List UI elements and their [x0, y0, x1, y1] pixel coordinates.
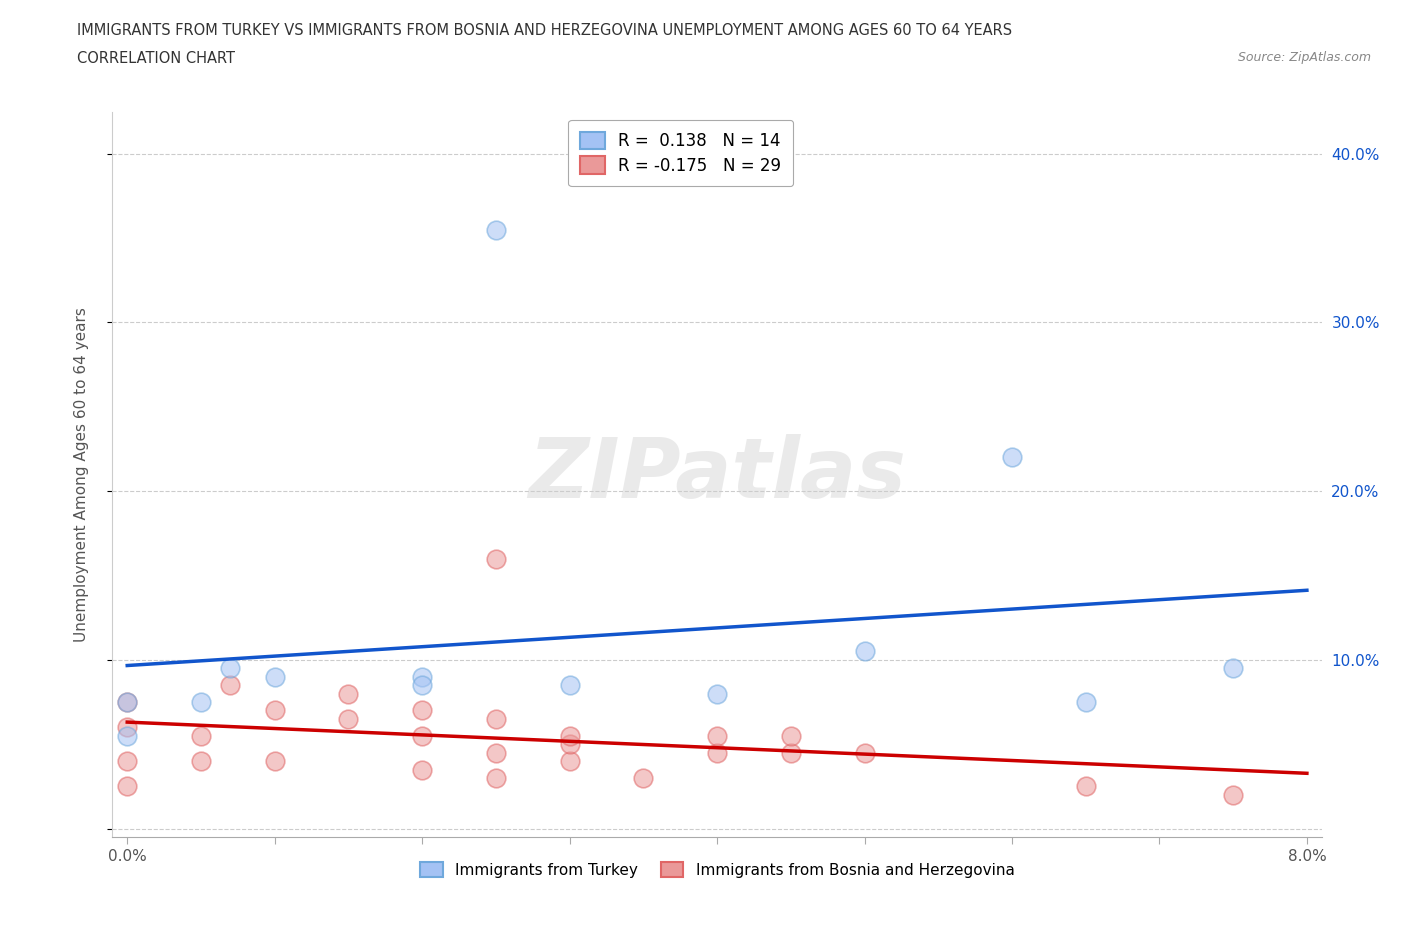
- Point: [115, 695, 138, 710]
- Point: [485, 551, 508, 566]
- Text: Source: ZipAtlas.com: Source: ZipAtlas.com: [1237, 51, 1371, 64]
- Text: ZIPatlas: ZIPatlas: [529, 433, 905, 515]
- Point: [115, 728, 138, 743]
- Point: [558, 737, 581, 751]
- Point: [1222, 661, 1244, 676]
- Point: [633, 771, 655, 786]
- Point: [190, 695, 212, 710]
- Point: [411, 670, 433, 684]
- Point: [485, 711, 508, 726]
- Point: [115, 695, 138, 710]
- Point: [263, 753, 285, 768]
- Point: [779, 728, 801, 743]
- Point: [558, 678, 581, 693]
- Point: [411, 728, 433, 743]
- Point: [219, 661, 242, 676]
- Point: [779, 745, 801, 760]
- Point: [1074, 695, 1097, 710]
- Y-axis label: Unemployment Among Ages 60 to 64 years: Unemployment Among Ages 60 to 64 years: [75, 307, 89, 642]
- Point: [411, 762, 433, 777]
- Point: [219, 678, 242, 693]
- Point: [190, 753, 212, 768]
- Legend: Immigrants from Turkey, Immigrants from Bosnia and Herzegovina: Immigrants from Turkey, Immigrants from …: [413, 856, 1021, 884]
- Text: IMMIGRANTS FROM TURKEY VS IMMIGRANTS FROM BOSNIA AND HERZEGOVINA UNEMPLOYMENT AM: IMMIGRANTS FROM TURKEY VS IMMIGRANTS FRO…: [77, 23, 1012, 38]
- Point: [115, 720, 138, 735]
- Point: [706, 745, 728, 760]
- Point: [263, 670, 285, 684]
- Point: [558, 728, 581, 743]
- Point: [485, 222, 508, 237]
- Point: [706, 728, 728, 743]
- Point: [485, 745, 508, 760]
- Point: [411, 678, 433, 693]
- Point: [485, 771, 508, 786]
- Point: [337, 686, 360, 701]
- Point: [706, 686, 728, 701]
- Point: [1222, 788, 1244, 803]
- Point: [411, 703, 433, 718]
- Point: [337, 711, 360, 726]
- Point: [263, 703, 285, 718]
- Point: [853, 644, 876, 658]
- Point: [190, 728, 212, 743]
- Point: [1074, 779, 1097, 794]
- Point: [558, 753, 581, 768]
- Point: [115, 753, 138, 768]
- Point: [853, 745, 876, 760]
- Text: CORRELATION CHART: CORRELATION CHART: [77, 51, 235, 66]
- Point: [1001, 450, 1024, 465]
- Point: [115, 779, 138, 794]
